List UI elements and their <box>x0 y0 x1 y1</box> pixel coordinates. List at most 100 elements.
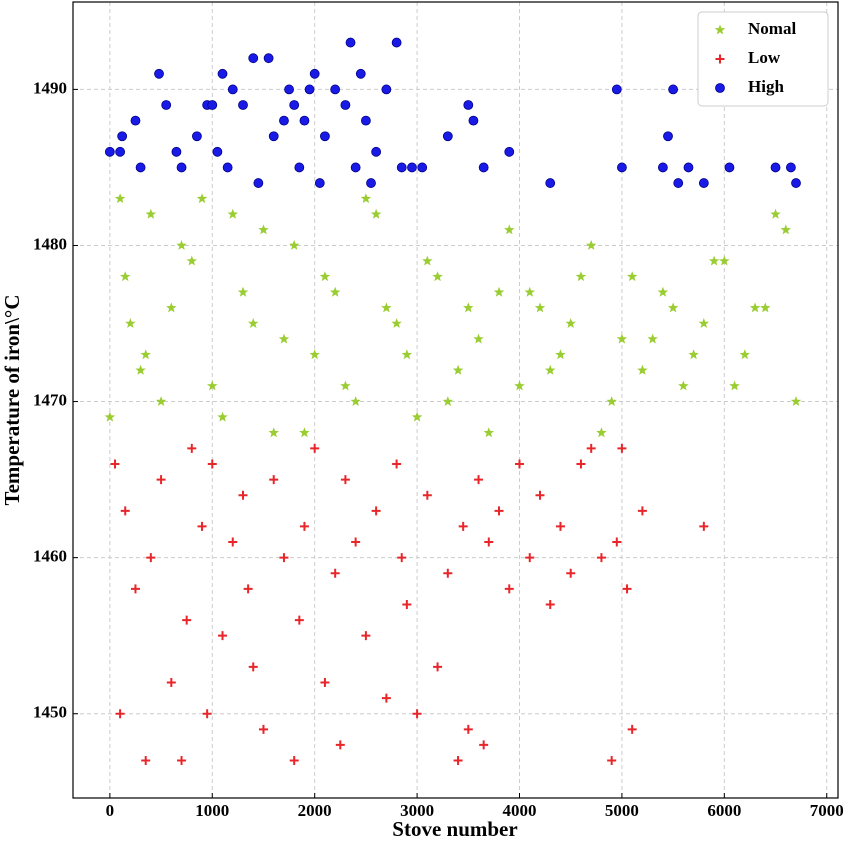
point <box>345 37 356 48</box>
y-tick-label: 1470 <box>33 390 67 409</box>
x-tick-label: 1000 <box>195 801 229 820</box>
point <box>177 756 187 766</box>
point <box>340 475 350 485</box>
point <box>196 193 208 204</box>
point <box>212 146 223 157</box>
point <box>207 100 218 110</box>
point <box>483 427 494 438</box>
point <box>117 131 128 142</box>
point <box>637 364 648 375</box>
point <box>299 521 309 531</box>
point <box>309 349 320 360</box>
point <box>370 208 382 219</box>
point <box>391 318 402 328</box>
point <box>340 100 351 110</box>
point <box>474 475 484 485</box>
point <box>310 443 320 453</box>
point <box>667 302 679 313</box>
point <box>683 162 694 173</box>
x-tick-label: 7000 <box>810 801 844 820</box>
point <box>217 411 228 422</box>
point <box>606 396 617 406</box>
point <box>360 193 372 204</box>
point <box>698 178 709 188</box>
point <box>268 427 279 438</box>
x-tick-label: 3000 <box>400 801 434 820</box>
point <box>468 115 479 126</box>
legend: Nomal Low High <box>697 11 829 107</box>
legend-marker <box>714 24 726 35</box>
point <box>637 506 647 516</box>
point <box>739 349 750 360</box>
point <box>166 302 177 313</box>
point <box>140 349 151 360</box>
point <box>555 521 565 531</box>
point <box>566 568 576 578</box>
point <box>698 318 710 328</box>
point <box>350 396 361 406</box>
point <box>294 162 305 173</box>
point <box>688 349 699 360</box>
point <box>329 286 341 297</box>
point <box>407 162 417 173</box>
point <box>790 396 802 406</box>
legend-marker <box>715 83 725 93</box>
point <box>463 100 474 110</box>
point <box>248 662 258 672</box>
point <box>351 537 361 547</box>
point <box>780 224 791 235</box>
point <box>392 459 402 469</box>
point <box>176 162 187 173</box>
legend-marker <box>715 54 725 64</box>
point <box>545 364 556 375</box>
plot-frame <box>72 1 839 799</box>
point <box>141 756 151 766</box>
point <box>381 693 391 703</box>
point <box>120 271 131 282</box>
point <box>484 537 494 547</box>
point <box>442 131 453 142</box>
point <box>391 37 402 48</box>
point <box>452 364 464 375</box>
point <box>135 162 146 173</box>
point <box>228 537 238 547</box>
point <box>279 115 289 126</box>
point <box>284 84 294 95</box>
point <box>478 162 489 173</box>
point <box>617 443 627 453</box>
point <box>350 162 361 173</box>
x-tick-label: 6000 <box>707 801 741 820</box>
point <box>182 615 192 625</box>
point <box>360 115 371 126</box>
point <box>545 178 556 188</box>
point <box>534 302 546 313</box>
point <box>622 584 632 594</box>
point <box>335 740 345 750</box>
point <box>125 318 136 328</box>
point <box>104 146 115 157</box>
point <box>699 521 709 531</box>
point <box>186 255 197 266</box>
point <box>299 427 310 438</box>
point <box>381 302 392 313</box>
point <box>729 380 740 391</box>
point <box>227 208 238 219</box>
point <box>227 84 238 95</box>
point <box>176 240 187 250</box>
point <box>555 349 566 360</box>
point <box>473 333 484 344</box>
point <box>402 599 412 609</box>
point <box>237 286 249 297</box>
point <box>586 443 596 453</box>
grid <box>73 2 838 798</box>
point <box>458 521 468 531</box>
point <box>146 553 156 563</box>
y-tick-label: 1480 <box>33 234 67 253</box>
point <box>422 255 433 266</box>
point <box>222 162 233 173</box>
point <box>253 178 264 188</box>
point <box>463 724 473 734</box>
point <box>161 100 172 110</box>
point <box>304 84 315 95</box>
